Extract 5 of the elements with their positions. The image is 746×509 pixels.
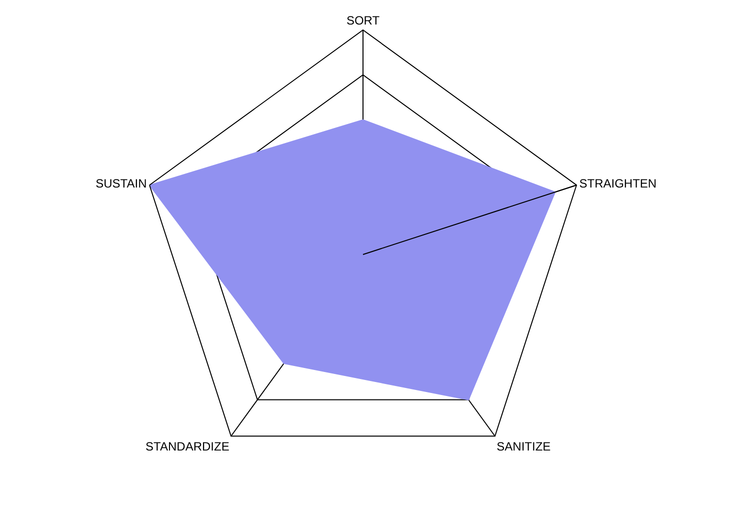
spoke-label: SANITIZE [496, 440, 551, 454]
spoke-label: SUSTAIN [96, 176, 147, 190]
spoke-label: STRAIGHTEN [579, 176, 657, 190]
spoke-label: STANDARDIZE [146, 440, 230, 454]
spoke-label: SORT [346, 14, 380, 28]
